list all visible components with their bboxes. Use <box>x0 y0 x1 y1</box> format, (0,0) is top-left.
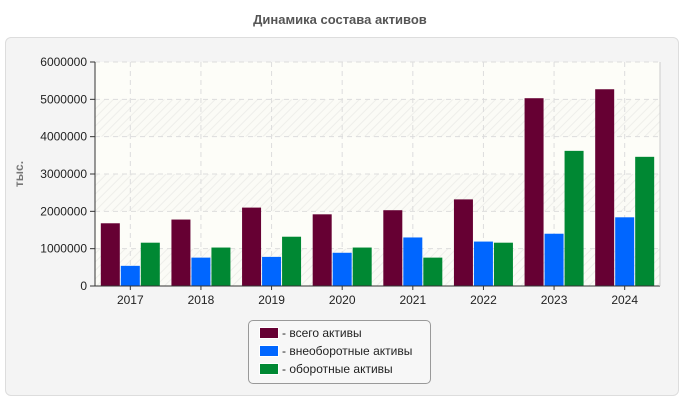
y-tick-label: 3000000 <box>40 167 87 181</box>
bar-внеоборотные-активы-2018 <box>191 257 211 286</box>
bar-внеоборотные-активы-2021 <box>403 237 423 286</box>
legend-label: - внеоборотные активы <box>282 344 413 358</box>
x-tick-label: 2022 <box>470 293 497 307</box>
bar-оборотные-активы-2019 <box>282 236 302 286</box>
bar-всего-активы-2023 <box>524 98 544 286</box>
y-tick-label: 2000000 <box>40 204 87 218</box>
legend-swatch <box>259 363 279 375</box>
bar-всего-активы-2019 <box>242 207 262 286</box>
legend-swatch <box>259 345 279 357</box>
x-tick-label: 2020 <box>329 293 356 307</box>
legend-item-noncurrent: - внеоборотные активы <box>259 342 412 360</box>
y-tick-label: 1000000 <box>40 242 87 256</box>
bar-оборотные-активы-2022 <box>493 242 513 286</box>
legend-item-current: - оборотные активы <box>259 360 393 378</box>
x-tick-label: 2021 <box>399 293 426 307</box>
x-tick-label: 2017 <box>117 293 144 307</box>
bar-всего-активы-2018 <box>171 219 191 286</box>
legend-swatch <box>259 327 279 339</box>
bar-внеоборотные-активы-2022 <box>473 241 493 286</box>
bar-внеоборотные-активы-2019 <box>262 256 282 286</box>
plot-band <box>95 99 660 137</box>
bar-оборотные-активы-2018 <box>211 247 231 286</box>
bar-оборотные-активы-2024 <box>635 156 655 286</box>
x-tick-label: 2023 <box>541 293 568 307</box>
x-tick-label: 2019 <box>258 293 285 307</box>
bar-всего-активы-2021 <box>383 210 403 286</box>
chart-legend: - всего активы - внеоборотные активы - о… <box>248 320 431 384</box>
chart-title: Динамика состава активов <box>253 12 427 27</box>
x-tick-label: 2018 <box>188 293 215 307</box>
y-tick-label: 4000000 <box>40 130 87 144</box>
bar-оборотные-активы-2023 <box>564 150 584 286</box>
bar-внеоборотные-активы-2023 <box>544 233 564 286</box>
bar-всего-активы-2024 <box>595 89 615 287</box>
bar-всего-активы-2017 <box>100 223 120 286</box>
bar-внеоборотные-активы-2017 <box>120 265 140 286</box>
y-tick-label: 6000000 <box>40 55 87 69</box>
legend-item-total: - всего активы <box>259 324 362 342</box>
bar-внеоборотные-активы-2024 <box>615 217 635 286</box>
x-tick-label: 2024 <box>611 293 638 307</box>
bar-оборотные-активы-2020 <box>352 247 372 286</box>
bar-оборотные-активы-2017 <box>140 242 160 286</box>
bar-всего-активы-2020 <box>312 214 332 286</box>
bar-внеоборотные-активы-2020 <box>332 252 352 286</box>
y-tick-label: 5000000 <box>40 92 87 106</box>
y-tick-label: 0 <box>80 279 87 293</box>
y-axis-label: тыс. <box>12 161 26 187</box>
legend-label: - всего активы <box>282 326 362 340</box>
bar-оборотные-активы-2021 <box>423 257 443 286</box>
bar-всего-активы-2022 <box>453 199 473 286</box>
legend-label: - оборотные активы <box>282 362 393 376</box>
